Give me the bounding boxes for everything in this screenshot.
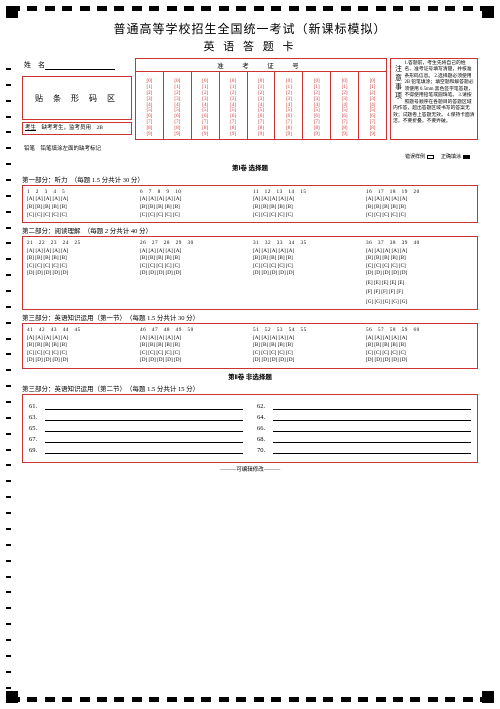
notice-box: 注意事项 1.答题前，考生先将自己的姓名、准考证号填写清楚，并核准条形码信息。 … — [390, 58, 478, 140]
cloze-box: 41 42 43 44 45[A] [A] [A] [A] [A][B] [B]… — [22, 323, 478, 369]
name-field: 姓 名 — [24, 60, 132, 70]
sec2-label: 第二部分：阅读理解 （每题 2 分共计 40 分） — [22, 225, 478, 235]
exam-number-grid: 准 考 证 号 [0][1][2][3][4][5][6][7][8][9][0… — [135, 58, 387, 140]
sec4-label: 第三部分：英语知识运用（第二节） （每题 1.5 分共计 15 分） — [22, 383, 478, 393]
barcode-area: 贴 条 形 码 区 — [22, 76, 132, 120]
fill-box: 61.63.65.67.69. 62.64.66.68.70. — [22, 394, 478, 463]
reading-box: 21 22 23 24 25[A] [A] [A] [A] [A][B] [B]… — [22, 236, 478, 310]
absent-note: 考生 缺考考生，监考员用 2B — [22, 122, 132, 135]
sec3-label: 第三部分：英语知识运用（第一节） （每题 1.5 分共计 30 分） — [22, 312, 478, 322]
footer: ———可编辑修改——— — [22, 465, 478, 473]
main-title: 普通高等学校招生全国统一考试（新课标模拟） — [22, 20, 478, 37]
sec1-label: 第一部分：听力 （每题 1.5 分共计 30 分） — [22, 174, 478, 184]
mark-note: 铅笔 铅笔填涂左面的缺考标记 — [24, 144, 478, 152]
example-row: 错误样例 正确填涂 — [22, 153, 472, 160]
subtitle: 英 语 答 题 卡 — [22, 38, 478, 54]
part2-header: 第Ⅱ卷 非选择题 — [22, 371, 478, 381]
listening-box: 1 2 3 4 5[A] [A] [A] [A] [A][B] [B] [B] … — [22, 185, 478, 223]
part1-header: 第Ⅰ卷 选择题 — [22, 162, 478, 172]
